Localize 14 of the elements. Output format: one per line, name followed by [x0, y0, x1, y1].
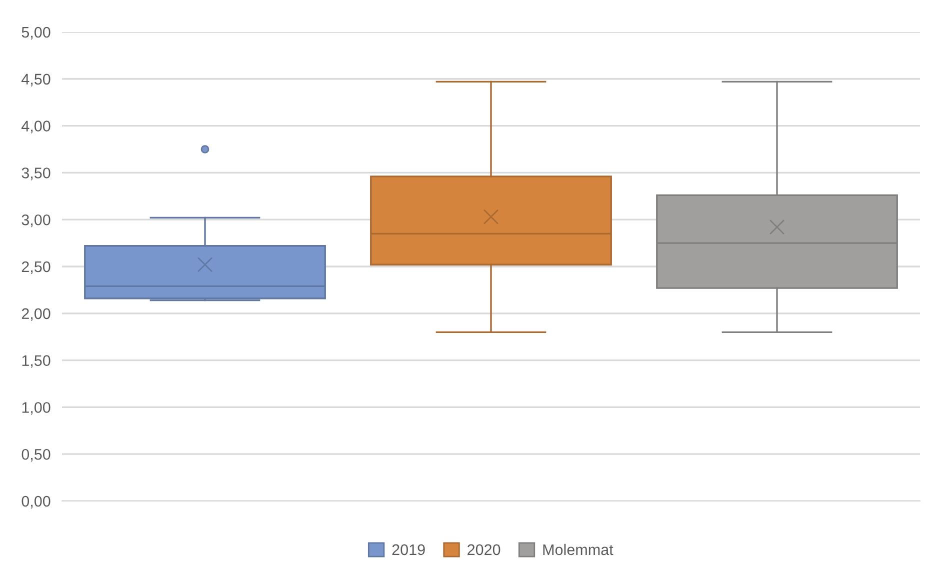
- y-tick-label: 1,50: [22, 355, 50, 368]
- legend-label: 2019: [392, 544, 425, 556]
- y-tick-label: 1,00: [22, 402, 50, 415]
- y-tick-label: 0,50: [22, 448, 50, 462]
- y-tick-label: 0,00: [22, 496, 50, 508]
- y-tick-label: 4,50: [22, 74, 50, 86]
- y-tick-label: 3,00: [22, 214, 50, 228]
- legend-label: Molemmat: [543, 544, 614, 556]
- y-tick-label: 5,00: [22, 26, 50, 40]
- y-tick-label: 4,00: [22, 120, 50, 134]
- legend-label: 2020: [468, 544, 500, 556]
- y-tick-label: 2,00: [22, 308, 50, 321]
- y-tick-label: 2,50: [22, 261, 50, 274]
- y-tick-label: 3,50: [22, 168, 50, 180]
